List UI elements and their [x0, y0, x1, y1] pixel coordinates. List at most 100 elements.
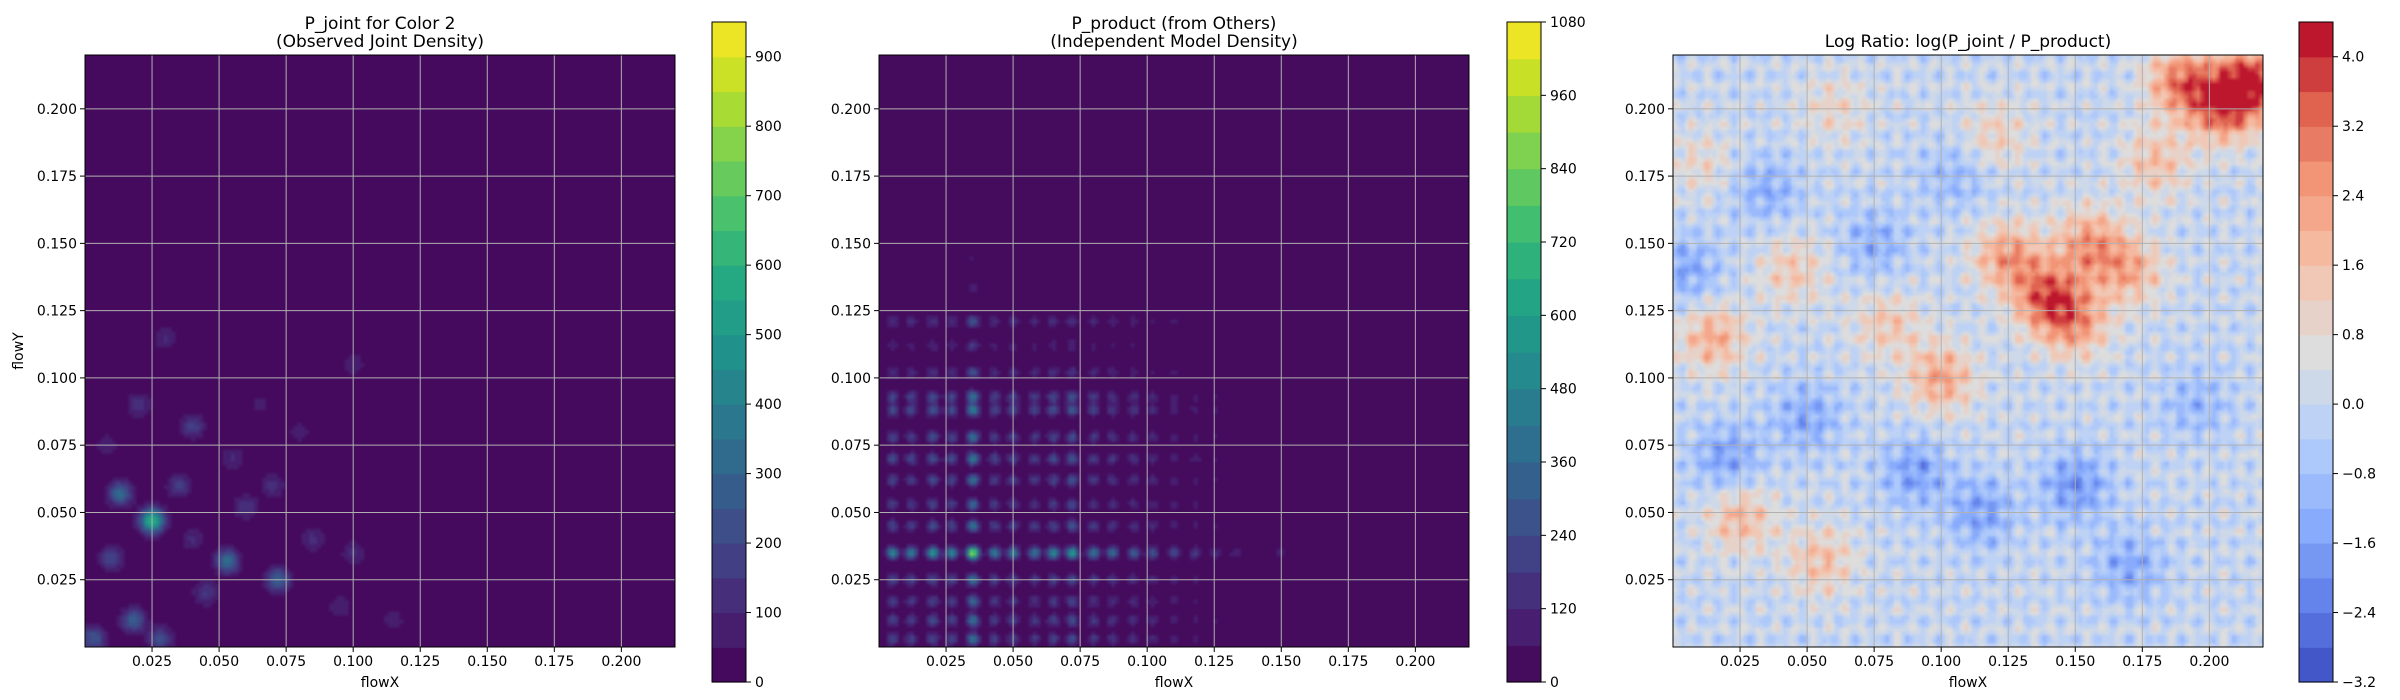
y-tick-label: 0.200 [831, 102, 871, 118]
x-axis-label: flowX [1949, 675, 1988, 691]
colorbar-tick-label: 600 [755, 258, 782, 274]
chart-title: P_joint for Color 2 [305, 14, 456, 34]
colorbar-level [2299, 299, 2333, 336]
colorbar-level [1507, 58, 1541, 96]
y-tick-label: 0.025 [831, 573, 871, 589]
x-tick-label: 0.150 [2055, 654, 2095, 670]
colorbar-tick-label: 1080 [1550, 15, 1586, 31]
colorbar-level [2299, 160, 2333, 197]
y-tick-label: 0.050 [37, 505, 77, 521]
x-tick-label: 0.200 [1395, 654, 1435, 670]
colorbar-tick-label: −2.4 [2342, 606, 2376, 622]
x-tick-label: 0.075 [1060, 654, 1100, 670]
colorbar: −3.2 −2.4 −1.6 −0.8 0.0 0.8 1.6 2.4 3.2 4.0 [2298, 21, 2376, 691]
colorbar-tick-label: 2.4 [2342, 189, 2364, 205]
colorbar-tick-label: −0.8 [2342, 467, 2376, 483]
colorbar: 0 120 240 360 480 600 720 840 960 1080 [1506, 15, 1586, 691]
colorbar-level [2299, 91, 2333, 127]
colorbar-level [712, 230, 746, 266]
y-tick-label: 0.025 [37, 573, 77, 589]
colorbar-level [712, 647, 746, 683]
colorbar-frame [711, 21, 747, 683]
colorbar-level [712, 438, 746, 475]
y-tick-label: 0.025 [1625, 573, 1665, 589]
colorbar-tick-label: 900 [755, 50, 782, 66]
chart-title: (Independent Model Density) [1050, 32, 1298, 52]
heatmap-image [879, 55, 1469, 647]
y-tick-label: 0.125 [831, 304, 871, 320]
colorbar-level [712, 334, 746, 370]
colorbar: 0 100 200 300 400 500 600 700 800 900 [711, 21, 782, 691]
colorbar-tick-label: 0 [1550, 675, 1559, 691]
colorbar-tick-label: 360 [1550, 455, 1577, 471]
y-tick-label: 0.100 [37, 371, 77, 387]
x-tick-label: 0.025 [1720, 654, 1760, 670]
plot-frame [1672, 54, 2264, 648]
colorbar-level [712, 126, 746, 162]
x-tick-label: 0.125 [400, 654, 440, 670]
x-tick-label: 0.175 [1328, 654, 1368, 670]
colorbar-level [2299, 473, 2333, 509]
colorbar-level [2299, 195, 2333, 232]
colorbar-level [1507, 608, 1541, 646]
x-tick-label: 0.025 [132, 654, 172, 670]
y-tick-label: 0.175 [37, 169, 77, 185]
y-tick-label: 0.100 [1625, 371, 1665, 387]
chart-panel-p-product: 0.025 0.050 0.075 0.100 0.125 0.150 0.175 0.200… [831, 14, 1586, 691]
x-tick-label: 0.100 [1921, 654, 1961, 670]
y-tick-label: 0.175 [1625, 169, 1665, 185]
colorbar-level [712, 160, 746, 197]
colorbar-tick-label: 0.8 [2342, 328, 2364, 344]
chart-panel-log-ratio: 0.025 0.050 0.075 0.100 0.125 0.150 0.175 0.200… [1625, 21, 2376, 691]
y-tick-label: 0.125 [1625, 304, 1665, 320]
colorbar-level [712, 22, 746, 58]
x-tick-label: 0.050 [993, 654, 1033, 670]
colorbar-level [2299, 508, 2333, 544]
y-tick-label: 0.200 [1625, 102, 1665, 118]
y-tick-label: 0.050 [831, 505, 871, 521]
colorbar-level [1507, 242, 1541, 280]
colorbar-tick-label: 700 [755, 189, 782, 205]
colorbar-level [712, 577, 746, 614]
colorbar-tick-label: −3.2 [2342, 675, 2376, 691]
colorbar-level [2299, 369, 2333, 405]
colorbar-level [712, 56, 746, 93]
colorbar-level [2299, 265, 2333, 301]
colorbar-frame [2298, 21, 2334, 683]
colorbar-level [712, 91, 746, 127]
colorbar-level [1507, 22, 1541, 60]
colorbar-tick-label: 200 [755, 536, 782, 552]
colorbar-level [2299, 230, 2333, 266]
colorbar-level [2299, 56, 2333, 93]
y-tick-label: 0.050 [1625, 505, 1665, 521]
colorbar-tick-label: 1.6 [2342, 258, 2364, 274]
x-axis-label: flowX [1155, 675, 1194, 691]
colorbar-level [712, 299, 746, 336]
colorbar-level [1507, 645, 1541, 683]
colorbar-level [1507, 535, 1541, 573]
colorbar-tick-label: 480 [1550, 382, 1577, 398]
colorbar-level [2299, 647, 2333, 683]
colorbar-level [1507, 168, 1541, 206]
colorbar-tick-label: 600 [1550, 308, 1577, 324]
colorbar-tick-label: 3.2 [2342, 119, 2364, 135]
x-tick-label: 0.075 [1854, 654, 1894, 670]
plot-frame [84, 54, 676, 648]
colorbar-tick-label: 4.0 [2342, 50, 2364, 66]
x-tick-label: 0.100 [1127, 654, 1167, 670]
colorbar-level [2299, 22, 2333, 58]
colorbar-level [2299, 404, 2333, 440]
y-tick-label: 0.150 [1625, 236, 1665, 252]
x-tick-label: 0.175 [2122, 654, 2162, 670]
colorbar-level [1507, 205, 1541, 243]
colorbar-level [1507, 498, 1541, 536]
colorbar-level [2299, 438, 2333, 475]
colorbar-tick-label: 960 [1550, 88, 1577, 104]
colorbar-level [1507, 132, 1541, 170]
chart-title: P_product (from Others) [1072, 14, 1277, 34]
plot-frame [878, 54, 1470, 648]
colorbar-level [1507, 425, 1541, 463]
colorbar-tick-label: 120 [1550, 602, 1577, 618]
colorbar-level [712, 404, 746, 440]
colorbar-tick-label: 0.0 [2342, 397, 2364, 413]
